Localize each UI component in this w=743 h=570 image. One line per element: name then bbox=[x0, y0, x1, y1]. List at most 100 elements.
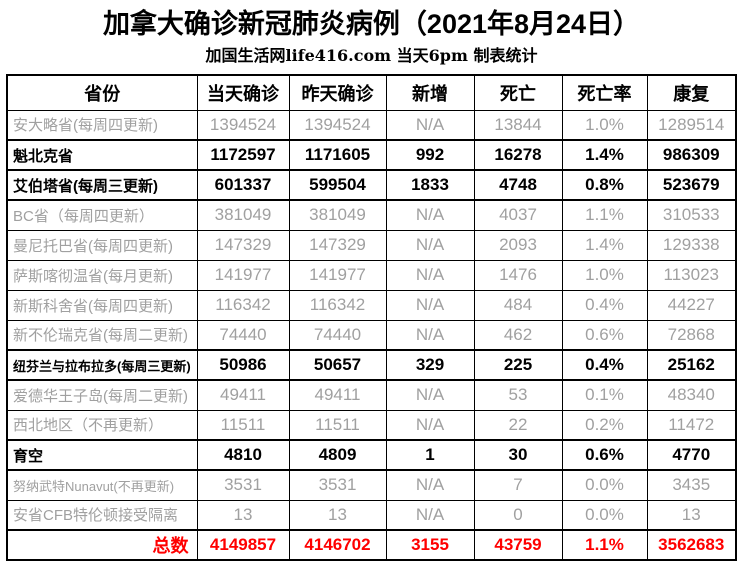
table-row: 爱德华王子岛(每周二更新) 49411 49411 N/A 53 0.1% 48340 bbox=[6, 379, 737, 411]
col-header-deaths: 死亡 bbox=[473, 74, 563, 111]
table-row: 安省CFB特伦顿接受隔离 13 13 N/A 0 0.0% 13 bbox=[6, 499, 737, 531]
value-cell: 147329 bbox=[288, 229, 387, 261]
province-cell: 努纳武特Nunavut(不再更新) bbox=[6, 469, 198, 501]
value-cell: 147329 bbox=[196, 229, 290, 261]
value-cell: N/A bbox=[385, 319, 475, 351]
value-cell: 1 bbox=[385, 439, 475, 471]
value-cell: 0.4% bbox=[561, 349, 648, 381]
province-cell: 安大略省(每周四更新) bbox=[6, 109, 198, 141]
value-cell: 4810 bbox=[196, 439, 290, 471]
table-row: 萨斯喀彻温省(每月更新) 141977 141977 N/A 1476 1.0% 11302… bbox=[6, 259, 737, 291]
value-cell: 381049 bbox=[196, 199, 290, 231]
value-cell: 48340 bbox=[646, 379, 737, 411]
value-cell: 1.0% bbox=[561, 109, 648, 141]
value-cell: 13 bbox=[646, 499, 737, 531]
value-cell: 4748 bbox=[473, 169, 563, 201]
province-cell: 新斯科舍省(每周四更新) bbox=[6, 289, 198, 321]
value-cell: 0.0% bbox=[561, 469, 648, 501]
value-cell: 310533 bbox=[646, 199, 737, 231]
header-row: 省份 当天确诊 昨天确诊 新增 死亡 死亡率 康复 bbox=[6, 74, 737, 111]
value-cell: 0.1% bbox=[561, 379, 648, 411]
value-cell: N/A bbox=[385, 229, 475, 261]
province-cell: 新不伦瑞克省(每周二更新) bbox=[6, 319, 198, 351]
value-cell: 0.6% bbox=[561, 319, 648, 351]
value-cell: 1476 bbox=[473, 259, 563, 291]
value-cell: 1833 bbox=[385, 169, 475, 201]
value-cell: 4770 bbox=[646, 439, 737, 471]
table-row: 安大略省(每周四更新) 1394524 1394524 N/A 13844 1.0% 128… bbox=[6, 109, 737, 141]
province-cell: 曼尼托巴省(每周四更新) bbox=[6, 229, 198, 261]
table-row: 西北地区（不再更新） 11511 11511 N/A 22 0.2% 11472 bbox=[6, 409, 737, 441]
province-cell: 纽芬兰与拉布拉多(每周三更新) bbox=[6, 349, 198, 381]
total-row: 总数 4149857 4146702 3155 43759 1.1% 3562683 bbox=[6, 529, 737, 561]
total-label: 总数 bbox=[6, 529, 198, 561]
value-cell: 3531 bbox=[196, 469, 290, 501]
table-row: 育空 4810 4809 1 30 0.6% 4770 bbox=[6, 439, 737, 471]
value-cell: 129338 bbox=[646, 229, 737, 261]
value-cell: 1394524 bbox=[196, 109, 290, 141]
value-cell: 381049 bbox=[288, 199, 387, 231]
value-cell: 49411 bbox=[196, 379, 290, 411]
value-cell: 3562683 bbox=[646, 529, 737, 561]
value-cell: 1171605 bbox=[288, 139, 387, 171]
value-cell: 4037 bbox=[473, 199, 563, 231]
value-cell: 1.4% bbox=[561, 139, 648, 171]
value-cell: 1394524 bbox=[288, 109, 387, 141]
value-cell: N/A bbox=[385, 469, 475, 501]
col-header-death-rate: 死亡率 bbox=[561, 74, 648, 111]
page-subtitle: 加国生活网life416.com 当天6pm 制表统计 bbox=[205, 46, 538, 65]
value-cell: 523679 bbox=[646, 169, 737, 201]
value-cell: 0.2% bbox=[561, 409, 648, 441]
col-header-today-cases: 当天确诊 bbox=[196, 74, 290, 111]
table-row: 艾伯塔省(每周三更新) 601337 599504 1833 4748 0.8% 52367… bbox=[6, 169, 737, 201]
value-cell: 992 bbox=[385, 139, 475, 171]
value-cell: 113023 bbox=[646, 259, 737, 291]
province-cell: 育空 bbox=[6, 439, 198, 471]
value-cell: 16278 bbox=[473, 139, 563, 171]
table-row: 努纳武特Nunavut(不再更新) 3531 3531 N/A 7 0.0% 3435 bbox=[6, 469, 737, 501]
value-cell: 50986 bbox=[196, 349, 290, 381]
value-cell: N/A bbox=[385, 379, 475, 411]
value-cell: 11472 bbox=[646, 409, 737, 441]
value-cell: 7 bbox=[473, 469, 563, 501]
value-cell: 599504 bbox=[288, 169, 387, 201]
province-cell: BC省（每周四更新） bbox=[6, 199, 198, 231]
value-cell: 462 bbox=[473, 319, 563, 351]
value-cell: 1.4% bbox=[561, 229, 648, 261]
value-cell: 1.0% bbox=[561, 259, 648, 291]
value-cell: 0.6% bbox=[561, 439, 648, 471]
value-cell: 0.0% bbox=[561, 499, 648, 531]
value-cell: 74440 bbox=[196, 319, 290, 351]
value-cell: 601337 bbox=[196, 169, 290, 201]
value-cell: 116342 bbox=[288, 289, 387, 321]
table-row: 纽芬兰与拉布拉多(每周三更新) 50986 50657 329 225 0.4% 25162 bbox=[6, 349, 737, 381]
table-body: 安大略省(每周四更新) 1394524 1394524 N/A 13844 1.0% 128… bbox=[6, 109, 737, 561]
value-cell: 30 bbox=[473, 439, 563, 471]
table-row: 新不伦瑞克省(每周二更新) 74440 74440 N/A 462 0.6% 72868 bbox=[6, 319, 737, 351]
value-cell: N/A bbox=[385, 109, 475, 141]
province-cell: 萨斯喀彻温省(每月更新) bbox=[6, 259, 198, 291]
value-cell: 49411 bbox=[288, 379, 387, 411]
value-cell: 22 bbox=[473, 409, 563, 441]
value-cell: 116342 bbox=[196, 289, 290, 321]
page-title: 加拿大确诊新冠肺炎病例（2021年8月24日） bbox=[102, 9, 641, 39]
value-cell: 11511 bbox=[196, 409, 290, 441]
col-header-recovered: 康复 bbox=[646, 74, 737, 111]
province-cell: 爱德华王子岛(每周二更新) bbox=[6, 379, 198, 411]
province-cell: 西北地区（不再更新） bbox=[6, 409, 198, 441]
value-cell: N/A bbox=[385, 289, 475, 321]
value-cell: 4149857 bbox=[196, 529, 290, 561]
province-cell: 魁北克省 bbox=[6, 139, 198, 171]
value-cell: 484 bbox=[473, 289, 563, 321]
value-cell: 1.1% bbox=[561, 199, 648, 231]
value-cell: 1289514 bbox=[646, 109, 737, 141]
table-row: BC省（每周四更新） 381049 381049 N/A 4037 1.1% 310533 bbox=[6, 199, 737, 231]
col-header-new-cases: 新增 bbox=[385, 74, 475, 111]
value-cell: 3155 bbox=[385, 529, 475, 561]
value-cell: 13844 bbox=[473, 109, 563, 141]
table-row: 新斯科舍省(每周四更新) 116342 116342 N/A 484 0.4% 44227 bbox=[6, 289, 737, 321]
covid-stats-table: 省份 当天确诊 昨天确诊 新增 死亡 死亡率 康复 安大略省(每周四更新) 139… bbox=[6, 74, 737, 561]
value-cell: 1172597 bbox=[196, 139, 290, 171]
value-cell: 0 bbox=[473, 499, 563, 531]
